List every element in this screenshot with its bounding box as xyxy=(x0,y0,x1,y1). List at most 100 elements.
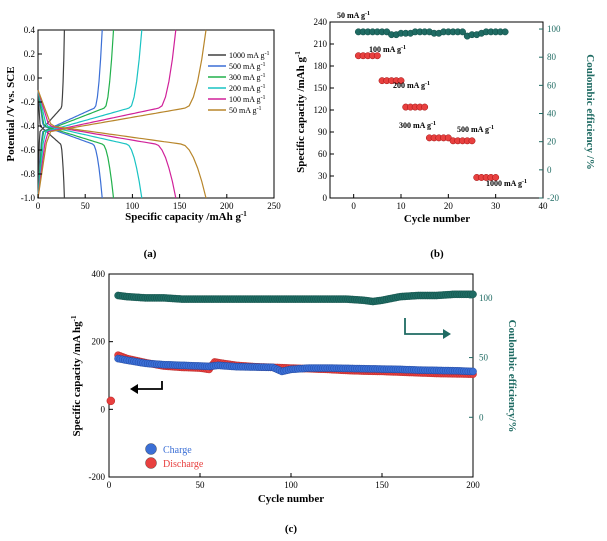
panel-c-ylabel: Specific capacity /mA hg-1 xyxy=(70,315,83,437)
panel-b-capacity-series xyxy=(354,52,500,181)
panel-b-ytick-label: 150 xyxy=(314,83,328,93)
panel-b-ylabel: Specific capacity /mAh g-1 xyxy=(294,51,307,173)
panel-b-y2tick-label: 80 xyxy=(547,52,557,62)
panel-b-ytick-label: 120 xyxy=(314,105,328,115)
panel-b-y2tick-label: 40 xyxy=(547,109,557,119)
panel-b-xtick-label: 40 xyxy=(539,201,549,211)
panel-a-charge-curve-0 xyxy=(37,29,65,199)
panel-b-xtick-label: 0 xyxy=(351,201,356,211)
panel-a-ytick-label: -0.6 xyxy=(21,145,36,155)
panel-a-label: (a) xyxy=(144,248,157,260)
panel-b-efficiency-point xyxy=(501,28,509,36)
panel-b-rate-label-0: 50 mA g-1 xyxy=(337,11,370,20)
panel-c-ytick-label: 0 xyxy=(101,404,106,414)
panel-a: 0 50 100 150 200 250 -1.0 -0.8 -0.6 -0.4 -0.2 0.0 0.… xyxy=(5,25,281,260)
panel-a-xtick-label: 150 xyxy=(173,201,187,211)
panel-b-capacity-point xyxy=(421,103,429,111)
panel-a-xtick-label: 250 xyxy=(267,201,281,211)
panel-a-ytick-label: 0.0 xyxy=(24,73,36,83)
panel-c-ytick-label: 400 xyxy=(92,269,106,279)
panel-b-frame xyxy=(329,21,544,199)
panel-b-rate-label-4: 500 mA g-1 xyxy=(457,125,494,134)
panel-a-frame xyxy=(37,29,275,199)
panel-c-legend-marker-0 xyxy=(145,443,157,455)
panel-c-xtick-label: 200 xyxy=(466,480,480,490)
panel-b-xtick-label: 10 xyxy=(397,201,407,211)
panel-a-legend: 1000 mA g-1 500 mA g-1 300 mA g-1 200 mA g-… xyxy=(208,51,270,115)
panel-c-ytick-label: 200 xyxy=(92,337,106,347)
panel-c-right-arrow-head xyxy=(443,329,451,339)
panel-a-charge-curve-3 xyxy=(37,29,143,199)
panel-b-ytick-label: 180 xyxy=(314,61,328,71)
panel-b-rate-label-3: 300 mA g-1 xyxy=(399,121,436,130)
panel-a-charge-curve-5 xyxy=(37,29,207,199)
panel-c-legend-marker-1 xyxy=(145,457,157,469)
panel-c-efficiency-point xyxy=(469,290,477,299)
panel-c-legend: Charge Discharge xyxy=(145,443,204,470)
panel-b-xtick-label: 20 xyxy=(444,201,454,211)
panel-c-discharge-series xyxy=(106,351,477,406)
panel-b-capacity-point xyxy=(468,137,476,145)
panel-c-right-arrow xyxy=(404,318,447,335)
panel-b-y2tick-label: 100 xyxy=(547,24,561,34)
panel-c-xtick-label: 50 xyxy=(196,480,206,490)
panel-a-legend-label-1: 500 mA g-1 xyxy=(229,62,266,71)
panel-b-efficiency-series xyxy=(354,28,509,40)
panel-c-xtick-label: 100 xyxy=(284,480,298,490)
panel-c-ytick-label: -200 xyxy=(89,472,106,482)
panel-a-legend-label-2: 300 mA g-1 xyxy=(229,73,266,82)
panel-c-label: (c) xyxy=(285,523,298,535)
panel-a-ylabel: Potential /V vs. SCE xyxy=(5,66,17,161)
panel-b-capacity-point xyxy=(397,77,405,85)
panel-b-y2label: Coulombic efficiency /% xyxy=(584,54,596,169)
panel-a-ytick-label: -0.2 xyxy=(21,97,35,107)
panel-c-y2tick-label: 100 xyxy=(479,293,493,303)
panel-a-ytick-label: -0.8 xyxy=(21,169,36,179)
panel-c-left-arrow-head xyxy=(130,384,138,394)
panel-a-ytick-label: -0.4 xyxy=(21,121,36,131)
panel-a-ytick-label: 0.4 xyxy=(24,25,36,35)
panel-a-xtick-label: 200 xyxy=(220,201,234,211)
panel-c-legend-label-0: Charge xyxy=(163,445,192,456)
panel-a-charge-curve-4 xyxy=(37,29,177,199)
panel-b-xtick-label: 30 xyxy=(491,201,501,211)
panel-c-xtick-label: 150 xyxy=(375,480,389,490)
panel-b-xlabel: Cycle number xyxy=(404,213,470,225)
panel-b-rate-label-5: 1000 mA g-1 xyxy=(486,179,527,188)
panel-b-capacity-point xyxy=(373,52,381,60)
panel-c-legend-label-1: Discharge xyxy=(163,459,204,470)
panel-c-xlabel: Cycle number xyxy=(258,493,324,505)
panel-b-efficiency-point xyxy=(459,28,466,36)
panel-a-legend-label-3: 200 mA g-1 xyxy=(229,84,266,93)
panel-a-charge-curve-1 xyxy=(37,29,103,199)
panel-b-rate-label-2: 200 mA g-1 xyxy=(393,81,430,90)
panel-c-y2label: Coulombic efficiency/% xyxy=(506,320,518,433)
panel-a-xtick-label: 50 xyxy=(81,201,91,211)
panel-a-ytick-label: 0.2 xyxy=(24,49,35,59)
panel-c-charge-point xyxy=(469,367,477,376)
panel-b: 0 10 20 30 40 0 30 60 90 120 150 180 210 240 -20 0 20 40 6… xyxy=(294,11,596,260)
panel-a-legend-label-5: 50 mA g-1 xyxy=(229,106,262,115)
panel-b-ytick-label: 240 xyxy=(314,17,328,27)
panel-a-xtick-label: 100 xyxy=(126,201,140,211)
panel-a-discharge-curve-1 xyxy=(37,89,103,199)
panel-a-ytick-label: -1.0 xyxy=(21,193,36,203)
panel-a-discharge-curve-3 xyxy=(37,89,143,199)
panel-c-xtick-label: 0 xyxy=(107,480,112,490)
panel-a-axes: 0 50 100 150 200 250 -1.0 -0.8 -0.6 -0.4 -0.2 0.0 0.… xyxy=(21,25,282,211)
panel-a-discharge-curve-4 xyxy=(37,89,177,199)
panel-b-ytick-label: 60 xyxy=(318,149,328,159)
panel-c-y2tick-label: 0 xyxy=(479,412,484,422)
panel-a-xlabel: Specific capacity /mAh g-1 xyxy=(125,210,247,223)
panel-a-curves xyxy=(37,29,207,199)
panel-a-xtick-label: 0 xyxy=(36,201,41,211)
panel-b-annotations: 50 mA g-1 100 mA g-1 200 mA g-1 300 mA g-1 5… xyxy=(337,11,527,188)
panel-b-axes: 0 10 20 30 40 0 30 60 90 120 150 180 210 240 -20 0 20 40 6… xyxy=(314,17,562,211)
panel-b-y2tick-label: -20 xyxy=(547,193,559,203)
panel-c-left-arrow xyxy=(132,381,163,390)
panel-b-y2tick-label: 0 xyxy=(547,165,552,175)
panel-b-y2tick-label: 60 xyxy=(547,80,557,90)
panel-c-efficiency-series xyxy=(114,290,477,306)
panel-c-charge-series xyxy=(114,354,477,376)
panel-c-discharge-point xyxy=(106,396,116,406)
